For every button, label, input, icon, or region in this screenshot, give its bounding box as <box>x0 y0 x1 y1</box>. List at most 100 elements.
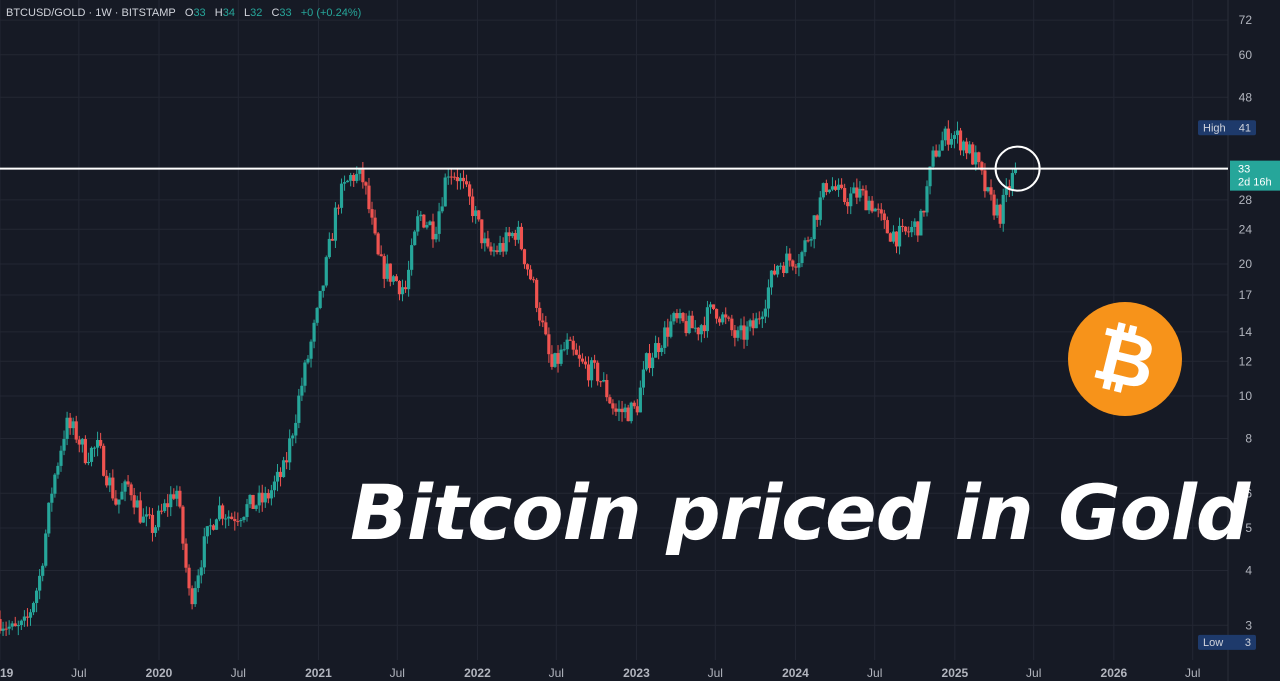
candle-body-down <box>980 162 984 171</box>
candle-body-up <box>705 307 710 332</box>
candle-body-down <box>467 184 472 197</box>
candle-body-down <box>330 238 334 241</box>
candle-body-down <box>614 408 618 412</box>
candle-body-up <box>56 465 60 475</box>
candle-body-up <box>71 421 75 429</box>
candle-body-up <box>425 225 429 228</box>
candle-body-up <box>19 620 23 626</box>
candle-body-up <box>434 233 438 240</box>
candle-body-down <box>455 177 459 182</box>
candle-body-up <box>80 439 84 445</box>
candle-body-down <box>571 340 575 350</box>
open-value: 33 <box>193 7 206 19</box>
candle-body-down <box>647 353 652 369</box>
candle-body-up <box>117 499 121 505</box>
candle-body-up <box>410 245 414 270</box>
low-label: L <box>244 7 251 19</box>
candle-body-down <box>150 514 155 533</box>
y-tick-label: 20 <box>1239 257 1253 271</box>
candle-body-up <box>650 357 655 369</box>
candle-body-up <box>644 353 649 370</box>
candle-body-down <box>260 492 264 503</box>
candle-body-down <box>211 525 216 530</box>
candle-body-down <box>593 360 597 363</box>
candle-body-down <box>1007 186 1011 190</box>
x-tick-label: 2023 <box>623 666 650 680</box>
candle-body-down <box>519 226 524 250</box>
candle-body-down <box>452 176 456 178</box>
candle-body-down <box>525 264 530 270</box>
candle-body-up <box>16 625 20 627</box>
candle-body-down <box>336 207 341 209</box>
candle-body-up <box>312 322 316 342</box>
candle-body-up <box>443 177 447 207</box>
candle-body-up <box>891 231 896 242</box>
candle-body-up <box>245 504 249 517</box>
last-price-badge <box>1230 160 1280 191</box>
candle-body-up <box>300 385 304 396</box>
candle-body-up <box>830 186 835 190</box>
candle-body-down <box>855 187 859 198</box>
candle-body-up <box>589 360 594 381</box>
candle-body-up <box>510 233 514 237</box>
candle-body-down <box>507 232 511 237</box>
candle-body-down <box>772 270 777 275</box>
candle-body-up <box>294 422 298 436</box>
candle-body-up <box>419 214 423 217</box>
candle-body-up <box>913 221 917 227</box>
candle-body-up <box>629 402 633 422</box>
candle-body-up <box>31 603 36 613</box>
candle-body-up <box>92 447 97 449</box>
candle-body-up <box>1004 186 1008 195</box>
candle-body-up <box>318 290 322 308</box>
candle-body-down <box>626 407 630 422</box>
candle-body-up <box>785 253 789 273</box>
candle-body-up <box>809 239 813 241</box>
candle-body-down <box>361 169 365 183</box>
candle-body-down <box>160 510 164 512</box>
candle-body-up <box>968 144 972 154</box>
candle-body-up <box>59 450 63 466</box>
highlight-circle <box>994 145 1041 192</box>
candle-body-up <box>50 493 54 503</box>
candle-body-down <box>461 177 466 182</box>
candle-body-up <box>416 216 420 232</box>
candle-body-down <box>501 243 505 252</box>
candle-body-down <box>879 209 883 214</box>
candle-body-down <box>742 325 746 340</box>
candle-body-down <box>382 256 386 279</box>
candle-body-up <box>120 491 124 500</box>
candle-body-up <box>10 623 14 627</box>
candle-body-up <box>739 325 743 331</box>
candle-body-up <box>669 321 673 337</box>
x-tick-label: 2021 <box>305 666 332 680</box>
candle-body-up <box>660 347 664 353</box>
candle-body-down <box>675 313 679 319</box>
candle-body-down <box>477 210 481 220</box>
candle-body-up <box>858 188 862 198</box>
x-tick-label: 2025 <box>942 666 969 680</box>
candle-body-up <box>553 353 557 367</box>
candle-body-down <box>4 628 8 630</box>
open-label: O <box>184 7 194 19</box>
change-value: +0 (+0.24%) <box>300 7 362 19</box>
candle-body-down <box>376 233 380 255</box>
candle-body-down <box>132 495 136 508</box>
candle-body-down <box>77 439 81 445</box>
candle-body-up <box>355 173 359 181</box>
candle-body-up <box>827 189 832 193</box>
candle-body-down <box>846 201 850 207</box>
candle-body-down <box>657 343 661 353</box>
candle-body-down <box>782 265 786 273</box>
candle-body-up <box>34 590 39 604</box>
y-tick-label: 3 <box>1245 618 1252 632</box>
candle-body-down <box>751 320 755 329</box>
candle-body-up <box>672 313 676 322</box>
candle-body-down <box>861 188 865 191</box>
candle-body-up <box>483 238 487 244</box>
candle-body-up <box>400 287 405 295</box>
candle-body-up <box>349 175 353 181</box>
candle-body-down <box>681 312 685 322</box>
candle-body-down <box>714 308 719 319</box>
